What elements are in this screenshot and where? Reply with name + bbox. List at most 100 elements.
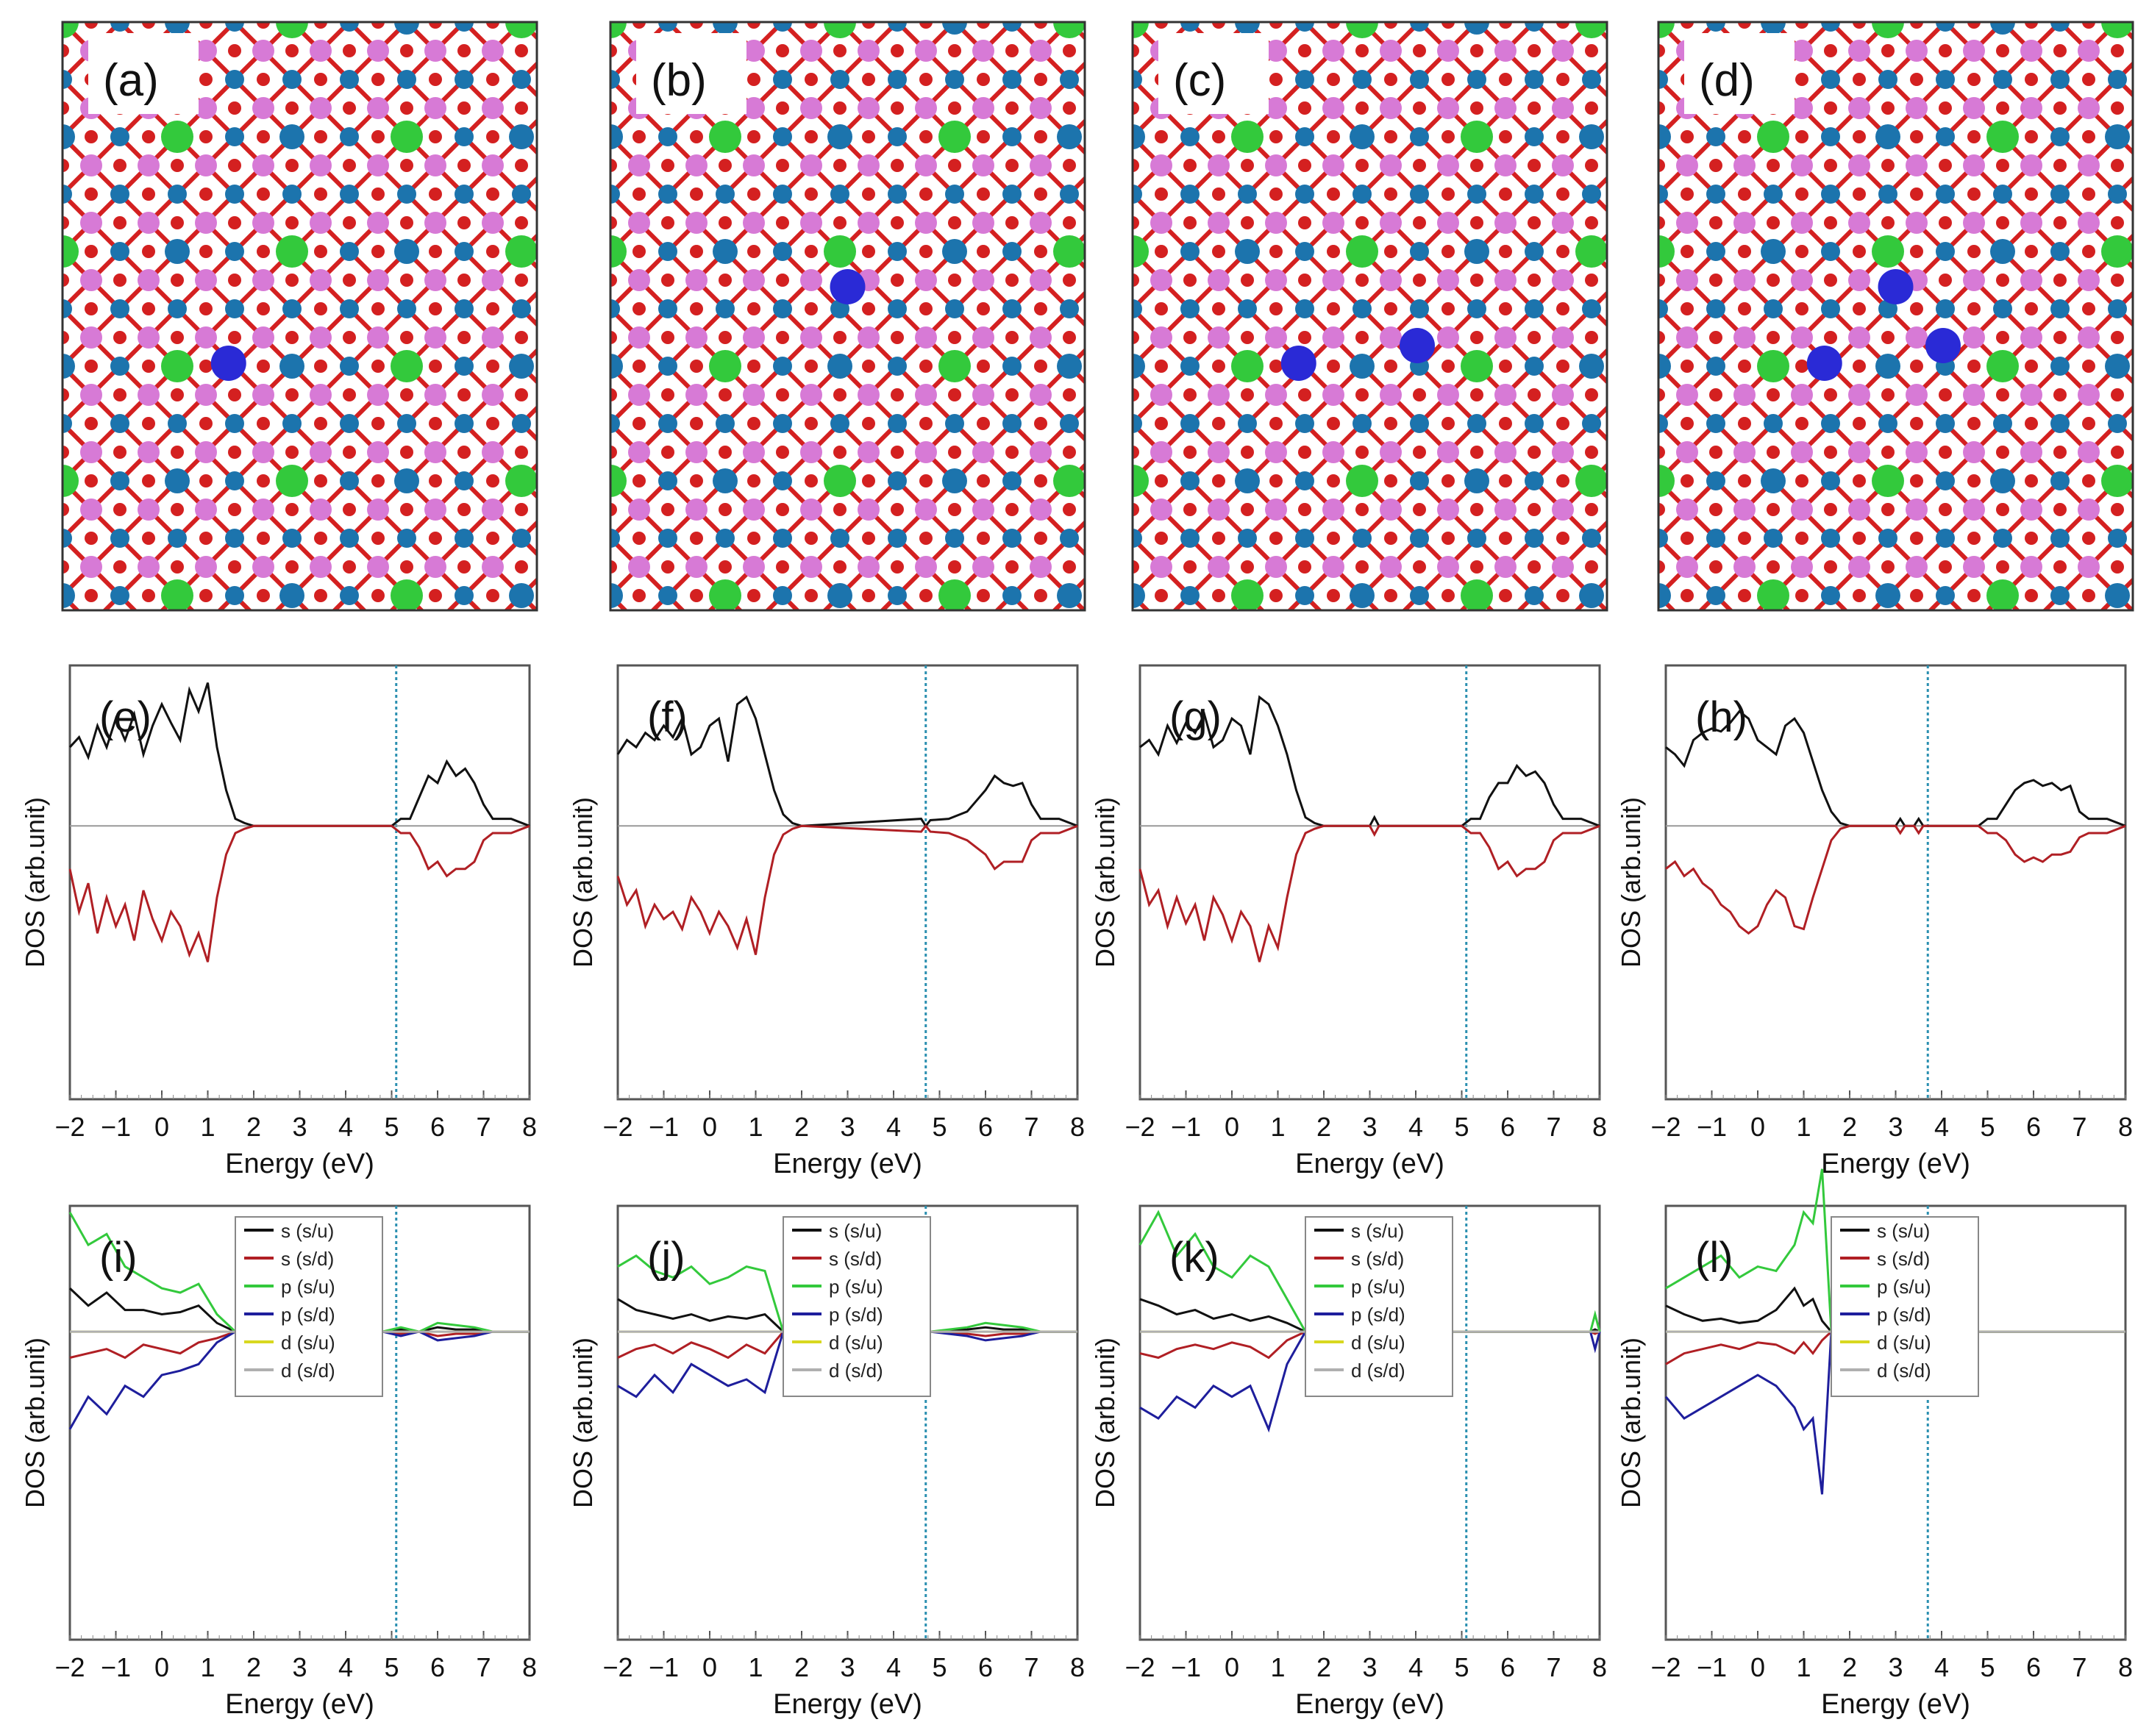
- bond: [2115, 347, 2133, 368]
- oxygen-atom: [1133, 503, 1139, 516]
- pink-atom: [1030, 154, 1052, 176]
- metal-atom: [1295, 529, 1314, 548]
- oxygen-atom: [661, 618, 674, 631]
- x-tick-label: 4: [886, 1112, 901, 1142]
- oxygen-atom: [1241, 560, 1254, 574]
- oxygen-atom: [1091, 589, 1105, 602]
- metal-atom: [512, 529, 531, 548]
- oxygen-atom: [1241, 446, 1254, 459]
- oxygen-atom: [1005, 331, 1019, 344]
- oxygen-atom: [632, 302, 646, 315]
- oxygen-atom: [2025, 245, 2038, 258]
- metal-atom: [1764, 529, 1783, 548]
- pink-atom: [424, 441, 446, 463]
- bond: [1658, 248, 1661, 251]
- pink-atom: [2135, 326, 2149, 349]
- oxygen-atom: [862, 532, 875, 545]
- x-tick-label: −1: [101, 1112, 131, 1142]
- oxygen-atom: [1614, 417, 1627, 430]
- pink-atom: [685, 441, 708, 463]
- oxygen-atom: [63, 274, 69, 287]
- pink-atom: [1265, 384, 1287, 406]
- pink-atom: [2078, 499, 2100, 521]
- oxygen-atom: [1881, 503, 1895, 516]
- x-tick-label: 3: [292, 1112, 307, 1142]
- metal-atom: [279, 583, 304, 608]
- pink-atom: [367, 556, 389, 578]
- metal-atom: [1002, 22, 1022, 32]
- pink-atom: [1380, 499, 1402, 521]
- oxygen-atom: [1212, 474, 1225, 487]
- oxygen-atom: [113, 216, 126, 229]
- x-tick-label: 1: [1270, 1652, 1285, 1682]
- oxygen-atom: [1910, 417, 1923, 430]
- panel-label: (a): [103, 55, 159, 106]
- oxygen-atom: [2025, 22, 2038, 29]
- oxygen-atom: [572, 274, 585, 287]
- oxygen-atom: [1939, 44, 1952, 57]
- metal-atom: [773, 643, 792, 662]
- oxygen-atom: [1556, 589, 1569, 602]
- oxygen-atom: [2053, 44, 2067, 57]
- metal-atom: [340, 22, 359, 32]
- oxygen-atom: [1824, 331, 1837, 344]
- lattice: [610, 22, 1133, 662]
- oxygen-atom: [1767, 503, 1780, 516]
- metal-atom: [1180, 643, 1200, 662]
- x-tick-label: −1: [101, 1652, 131, 1682]
- metal-atom: [610, 414, 620, 433]
- x-tick-label: −2: [1125, 1652, 1155, 1682]
- bond: [1589, 77, 1607, 99]
- oxygen-atom: [1413, 618, 1426, 631]
- oxygen-atom: [257, 22, 270, 29]
- oxygen-atom: [1091, 417, 1105, 430]
- oxygen-atom: [1910, 187, 1923, 201]
- bond: [668, 22, 671, 24]
- oxygen-atom: [1939, 159, 1952, 172]
- legend-entry: s (s/u): [281, 1220, 334, 1242]
- oxygen-atom: [1413, 503, 1426, 516]
- metal-atom: [610, 70, 620, 89]
- oxygen-atom: [1881, 560, 1895, 574]
- metal-atom: [53, 643, 72, 662]
- oxygen-atom: [1155, 22, 1168, 29]
- bond: [610, 481, 613, 485]
- metal-atom: [1639, 299, 1658, 318]
- oxygen-atom: [2053, 503, 2067, 516]
- oxygen-atom: [1269, 589, 1283, 602]
- legend-entry: p (s/d): [829, 1304, 883, 1326]
- pink-atom: [138, 154, 160, 176]
- oxygen-atom: [343, 44, 356, 57]
- oxygen-atom: [2139, 360, 2149, 373]
- metal-atom: [225, 127, 244, 146]
- plot-frame: [1664, 664, 2127, 1101]
- oxygen-atom: [719, 618, 732, 631]
- oxygen-atom: [1120, 331, 1133, 344]
- metal-atom: [2050, 127, 2070, 146]
- pink-atom: [800, 441, 822, 463]
- oxygen-atom: [977, 589, 990, 602]
- oxygen-atom: [2111, 274, 2124, 287]
- oxygen-atom: [1614, 245, 1627, 258]
- oxygen-atom: [1441, 302, 1455, 315]
- bond: [116, 22, 120, 24]
- metal-atom: [945, 529, 964, 548]
- oxygen-atom: [610, 388, 617, 401]
- metal-atom: [658, 127, 677, 146]
- pink-atom: [310, 40, 332, 62]
- oxygen-atom: [572, 101, 585, 115]
- oxygen-atom: [228, 331, 241, 344]
- bond: [2115, 593, 2133, 610]
- bond: [1010, 593, 1030, 610]
- bond: [1516, 593, 1536, 610]
- pink-atom: [1676, 384, 1698, 406]
- bond: [1945, 22, 1949, 24]
- oxygen-atom: [1658, 388, 1665, 401]
- metal-atom: [1821, 70, 1840, 89]
- bond: [1589, 421, 1607, 443]
- metal-atom: [110, 242, 129, 261]
- pink-atom: [628, 613, 650, 635]
- metal-atom: [1582, 299, 1601, 318]
- green-atom: [1658, 235, 1675, 268]
- metal-atom: [888, 414, 907, 433]
